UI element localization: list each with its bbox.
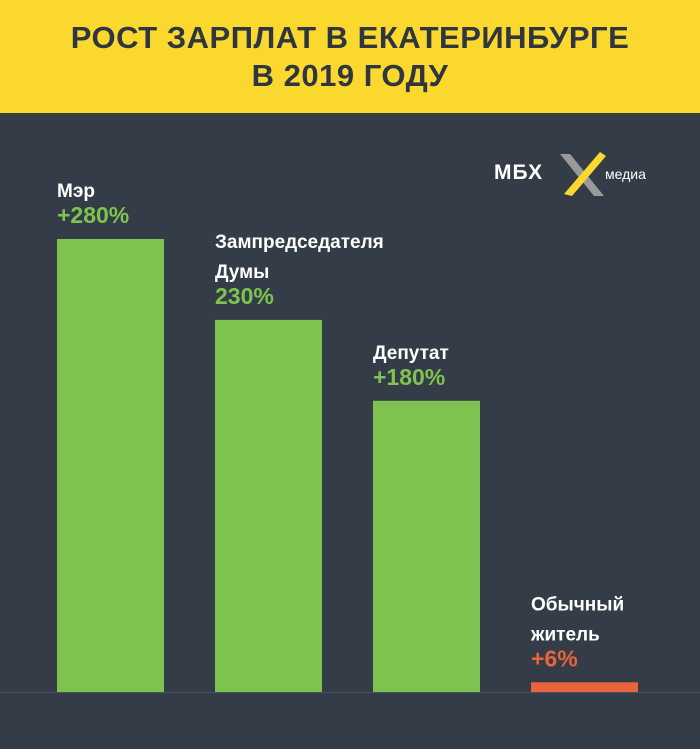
category-label-1-line-1: Мэр bbox=[57, 181, 95, 202]
title-line-2: В 2019 ГОДУ bbox=[251, 57, 449, 93]
logo-subtext: медиа bbox=[605, 166, 646, 182]
title-line-1: РОСТ ЗАРПЛАТ В ЕКАТЕРИНБУРГЕ bbox=[70, 19, 630, 55]
category-label-3-line-1: Депутат bbox=[373, 343, 449, 364]
category-label-2-line-2: Думы bbox=[215, 262, 269, 283]
value-label-2: 230% bbox=[215, 283, 274, 309]
category-label-4-line-1: Обычный bbox=[531, 594, 624, 615]
bar-3 bbox=[373, 400, 480, 692]
value-label-4: +6% bbox=[531, 645, 578, 671]
title-banner: РОСТ ЗАРПЛАТ В ЕКАТЕРИНБУРГЕ В 2019 ГОДУ bbox=[0, 0, 700, 113]
bar-4 bbox=[531, 682, 638, 692]
category-label-4-line-2: житель bbox=[530, 624, 600, 645]
mbh-media-logo: МБХ медиа bbox=[494, 152, 674, 198]
bar-1 bbox=[57, 239, 164, 692]
value-label-1: +280% bbox=[57, 202, 129, 228]
category-label-2-line-1: Зампредседателя bbox=[215, 232, 384, 253]
logo-text: МБХ bbox=[494, 161, 544, 184]
value-label-3: +180% bbox=[373, 364, 445, 390]
bar-2 bbox=[215, 319, 322, 692]
logo-x-icon bbox=[560, 152, 606, 196]
